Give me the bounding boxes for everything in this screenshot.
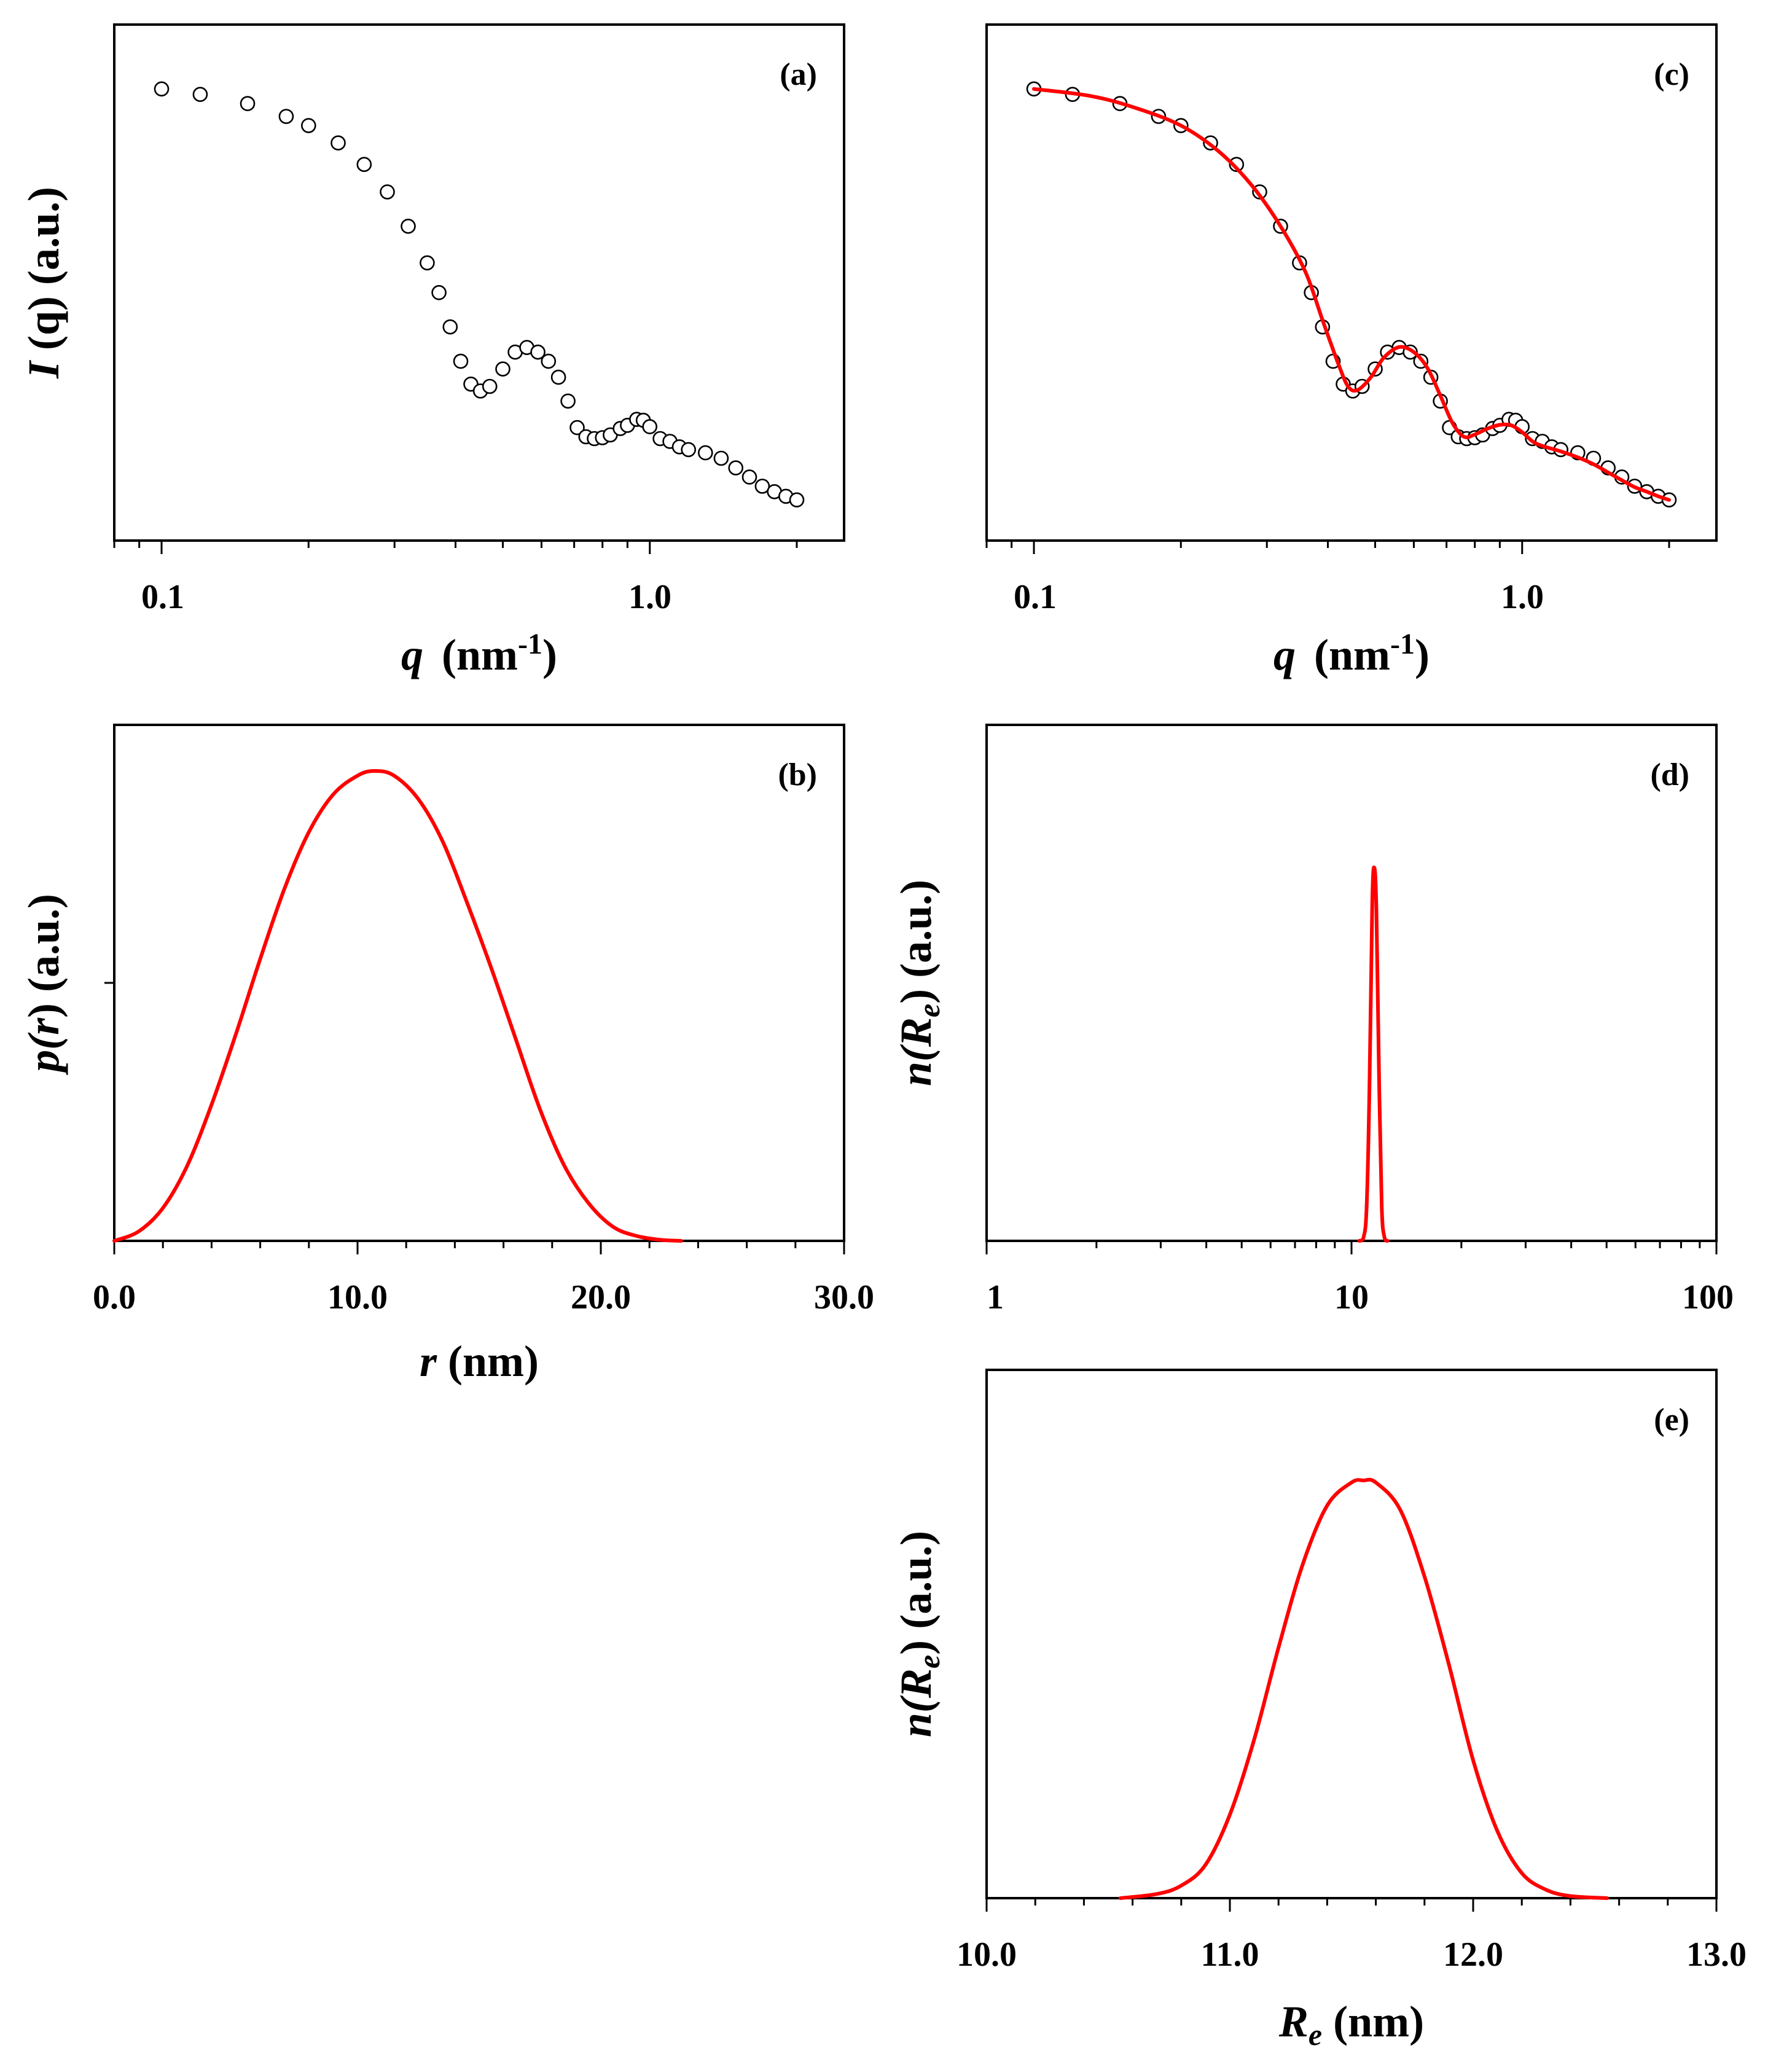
a-data-point bbox=[356, 157, 372, 173]
a-data-point bbox=[300, 118, 316, 133]
a-data-point bbox=[401, 218, 416, 234]
a-data-point bbox=[728, 460, 743, 476]
a-data-point bbox=[495, 361, 511, 377]
panel-b-xtick-label: 0.0 bbox=[93, 1278, 136, 1316]
panel-d-ticks bbox=[985, 1241, 1718, 1254]
a-data-point bbox=[192, 87, 208, 102]
a-data-point bbox=[560, 393, 576, 409]
a-data-point bbox=[713, 450, 729, 466]
a-data-point bbox=[431, 284, 447, 300]
panel-b-xtick-label: 20.0 bbox=[571, 1278, 631, 1316]
panel-d: (d) 1 10 100 n(Re) (a.u.) bbox=[891, 724, 1734, 1316]
a-data-point bbox=[420, 255, 435, 271]
panel-b-pr-line bbox=[112, 769, 683, 1243]
panel-b-ticks bbox=[104, 982, 845, 1254]
panel-c-ticks bbox=[985, 541, 1670, 554]
panel-e-x-axis-label: Re (nm) bbox=[1278, 1997, 1424, 2052]
panel-a-label: (a) bbox=[780, 57, 817, 92]
a-data-point bbox=[278, 109, 294, 124]
panel-e-xtick-label: 13.0 bbox=[1686, 1936, 1747, 1974]
panel-c-xtick-label: 0.1 bbox=[1014, 578, 1057, 616]
panel-b-xtick-label: 30.0 bbox=[814, 1278, 874, 1316]
panel-e: (e) 10.0 11.0 12.0 13.0 Re (nm) n(Re) (a… bbox=[891, 1369, 1747, 2052]
panel-e-y-axis-label: n(Re) (a.u.) bbox=[891, 1531, 946, 1737]
panel-d-y-axis-label: n(Re) (a.u.) bbox=[891, 880, 946, 1086]
a-data-point bbox=[154, 81, 170, 97]
panel-d-xtick-label: 1 bbox=[987, 1278, 1004, 1316]
panel-b-frame bbox=[113, 724, 845, 1242]
panel-b-x-axis-label: r (nm) bbox=[420, 1337, 539, 1386]
a-data-point bbox=[741, 469, 757, 485]
panel-e-frame bbox=[985, 1369, 1718, 1899]
panel-e-xtick-label: 11.0 bbox=[1201, 1936, 1259, 1974]
a-data-point bbox=[754, 479, 770, 494]
panel-d-xtick-label: 100 bbox=[1682, 1278, 1734, 1316]
panel-a-xtick-label: 1.0 bbox=[628, 578, 671, 616]
panel-c-x-axis-label: q (nm-1) bbox=[1273, 628, 1430, 679]
a-data-point bbox=[642, 419, 657, 434]
panel-a-ticks bbox=[113, 541, 798, 554]
panel-a: (a) 0.1 1.0 q (nm-1) I (q) (a.u.) bbox=[19, 23, 845, 679]
panel-e-xtick-label: 12.0 bbox=[1443, 1936, 1503, 1974]
a-data-point bbox=[550, 369, 566, 385]
panel-c-label: (c) bbox=[1654, 57, 1689, 92]
panel-c-xtick-label: 1.0 bbox=[1501, 578, 1544, 616]
a-data-point bbox=[453, 353, 469, 369]
panel-c-fit-line-group bbox=[1032, 87, 1671, 502]
panel-c: (c) 0.1 1.0 q (nm-1) bbox=[985, 23, 1718, 679]
panel-a-scatter-points bbox=[154, 81, 805, 508]
a-data-point bbox=[530, 344, 546, 360]
panel-e-distribution-line bbox=[1118, 1477, 1609, 1900]
panel-e-line-group bbox=[1118, 1477, 1609, 1900]
a-data-point bbox=[240, 96, 256, 111]
panel-b-label: (b) bbox=[778, 757, 817, 792]
panel-b: (b) 0.0 10.0 20.0 30.0 r (nm) p(r) (a.u.… bbox=[19, 724, 874, 1386]
a-data-point bbox=[482, 378, 498, 394]
a-data-point bbox=[331, 135, 346, 151]
panel-e-label: (e) bbox=[1654, 1402, 1689, 1437]
panel-d-label: (d) bbox=[1650, 757, 1689, 792]
panel-c-frame bbox=[985, 23, 1718, 542]
panel-c-fit-line bbox=[1032, 87, 1671, 502]
panel-b-xtick-label: 10.0 bbox=[327, 1278, 388, 1316]
panel-d-frame bbox=[985, 724, 1718, 1242]
panel-a-y-axis-label: I (q) (a.u.) bbox=[19, 187, 68, 379]
a-data-point bbox=[569, 420, 585, 436]
a-data-point bbox=[380, 184, 395, 200]
a-data-point bbox=[789, 492, 805, 508]
a-data-point bbox=[681, 442, 696, 458]
a-data-point bbox=[698, 445, 713, 461]
panel-d-distribution-line bbox=[1357, 865, 1390, 1243]
panel-d-line-group bbox=[1357, 865, 1390, 1243]
panel-e-xtick-label: 10.0 bbox=[957, 1936, 1017, 1974]
panel-d-xtick-label: 10 bbox=[1334, 1278, 1369, 1316]
a-data-point bbox=[541, 353, 557, 369]
panel-c-scatter-points bbox=[1026, 81, 1677, 508]
panel-e-ticks bbox=[985, 1898, 1718, 1912]
panel-a-frame bbox=[113, 23, 845, 542]
a-data-point bbox=[442, 319, 458, 335]
panel-a-xtick-label: 0.1 bbox=[141, 578, 184, 616]
panel-b-line-group bbox=[112, 769, 683, 1243]
panel-b-y-axis-label: p(r) (a.u.) bbox=[19, 894, 68, 1076]
c-data-point bbox=[1229, 157, 1245, 173]
panel-a-x-axis-label: q (nm-1) bbox=[401, 628, 557, 679]
